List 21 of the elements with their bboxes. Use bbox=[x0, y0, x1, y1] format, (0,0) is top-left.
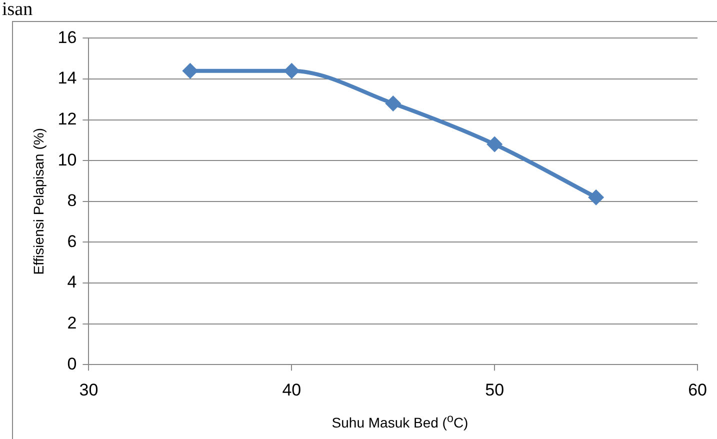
point bbox=[385, 95, 402, 112]
text: isan bbox=[2, 0, 33, 20]
y-tick-label: 0 bbox=[67, 354, 77, 374]
y-tick-label: 8 bbox=[67, 191, 77, 210]
y-tick-label: 2 bbox=[67, 313, 77, 332]
x-tick-label: 50 bbox=[485, 380, 504, 400]
point bbox=[588, 189, 604, 206]
y-axis-title: Effisiensi Pelapisan (%) bbox=[30, 128, 46, 275]
point bbox=[284, 62, 300, 79]
x-tick-label: 30 bbox=[79, 380, 98, 400]
x-axis-title: Suhu Masuk Bed ($^{o}$C) bbox=[330, 412, 470, 431]
y-tick-label: 6 bbox=[67, 232, 77, 251]
x-tick-label: 40 bbox=[282, 380, 302, 400]
y-tick-label: 10 bbox=[58, 150, 77, 170]
y-tick-label: 14 bbox=[58, 68, 77, 88]
y-tick-label: 12 bbox=[58, 109, 77, 128]
point bbox=[182, 62, 198, 79]
point bbox=[486, 136, 503, 152]
y-tick-label: 4 bbox=[67, 272, 77, 292]
y-tick-label: 16 bbox=[58, 28, 77, 47]
x-tick-label: 60 bbox=[688, 380, 708, 400]
